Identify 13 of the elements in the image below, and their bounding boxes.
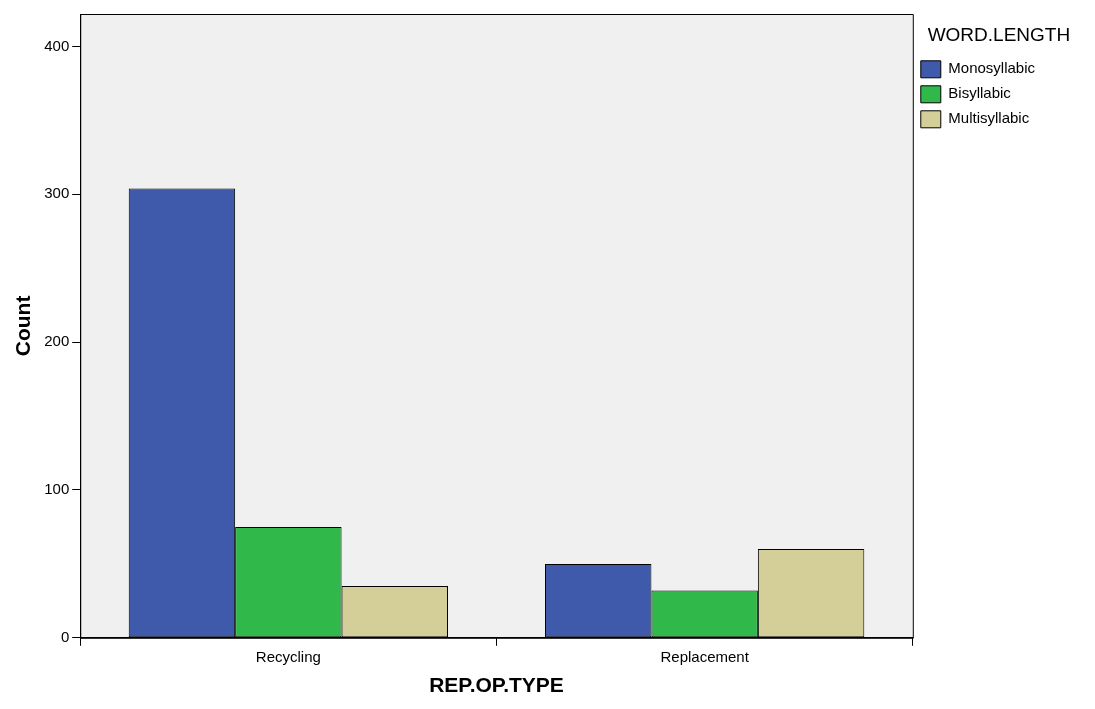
legend-label: Monosyllabic (948, 59, 1036, 77)
y-tick-label: 400 (44, 36, 70, 54)
y-tick-label: 300 (44, 184, 70, 202)
legend-label: Multisyllabic (948, 109, 1030, 127)
x-tick-label: Replacement (660, 647, 750, 665)
y-tick-label: 0 (60, 627, 70, 645)
y-tick-label: 100 (44, 480, 70, 498)
legend-title: WORD.LENGTH (927, 23, 1071, 45)
y-tick-label: 200 (44, 332, 70, 350)
x-tick-label: Recycling (255, 647, 321, 665)
y-axis-title: Count (11, 295, 35, 357)
legend-label: Bisyllabic (948, 84, 1012, 102)
x-axis-title: REP.OP.TYPE (429, 673, 564, 697)
